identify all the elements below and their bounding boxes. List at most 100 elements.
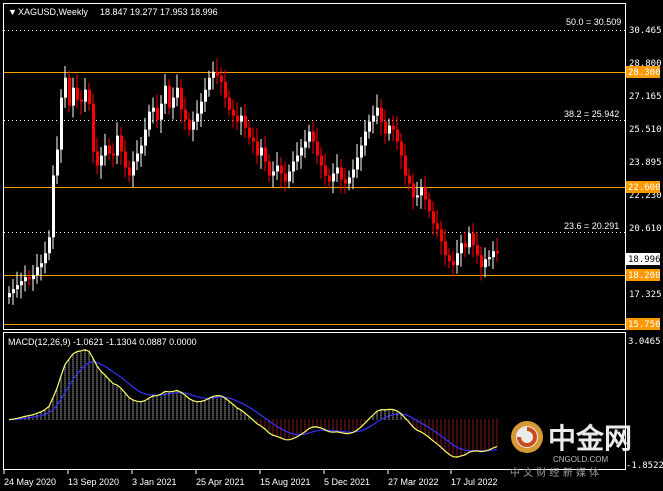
candle-body	[288, 171, 291, 182]
candle-body	[384, 121, 387, 134]
price-candles	[8, 58, 499, 305]
candle-body	[440, 229, 443, 242]
candle-body	[464, 243, 467, 248]
candle-body	[188, 119, 191, 130]
price-tick: 20.610	[629, 224, 662, 234]
candle-body	[460, 243, 463, 254]
chart-menu-icon[interactable]: ▼	[8, 7, 17, 17]
candle-body	[152, 107, 155, 112]
price-tick: 30.465	[629, 26, 662, 36]
level-tag-22600	[626, 181, 660, 193]
price-tick: 17.325	[629, 290, 662, 300]
level-tag-18200	[626, 269, 660, 281]
candle-body	[116, 135, 119, 156]
candle-body	[364, 131, 367, 146]
candle-body	[28, 277, 31, 280]
time-tick: 3 Jan 2021	[132, 477, 177, 487]
candle-body	[260, 147, 263, 156]
candle-body	[388, 125, 391, 134]
level-lines	[4, 72, 625, 325]
candle-body	[24, 277, 27, 282]
candle-body	[332, 173, 335, 182]
level-tag-28300	[626, 66, 660, 78]
candle-body	[416, 195, 419, 198]
candle-body	[360, 145, 363, 158]
candle-body	[112, 153, 115, 156]
fib-label-50: 50.0 = 30.509	[566, 17, 621, 27]
candle-body	[144, 129, 147, 146]
candle-body	[376, 107, 379, 116]
candle-body	[368, 121, 371, 132]
macd-label: MACD(12,26,9) -1.0621 -1.1304 0.0887 0.0…	[8, 337, 197, 347]
macd-pane-frame	[3, 332, 626, 470]
price-tick: 22.230	[629, 191, 662, 201]
candle-body	[72, 87, 75, 106]
candle-body	[208, 77, 211, 90]
candle-body	[408, 175, 411, 184]
candle-body	[220, 75, 223, 82]
time-tick: 15 Aug 2021	[260, 477, 311, 487]
candle-body	[452, 261, 455, 266]
candle-body	[252, 137, 255, 142]
fib-label-236: 23.6 = 20.291	[564, 221, 619, 231]
candle-body	[372, 115, 375, 122]
macd-axis-bottom: -1.8522	[626, 461, 663, 471]
candle-body	[124, 151, 127, 168]
watermark-tagline: 中 文 财 经 新 媒 体	[510, 466, 599, 479]
candle-body	[212, 71, 215, 78]
candle-body	[264, 147, 267, 162]
price-tick: 28.800	[629, 59, 662, 69]
candle-body	[396, 129, 399, 142]
candle-body	[156, 107, 159, 120]
candle-body	[492, 251, 495, 258]
candle-body	[344, 179, 347, 184]
candle-body	[424, 187, 427, 200]
candle-body	[44, 253, 47, 264]
level-tag-18200-text: 18.200	[628, 271, 661, 281]
candle-body	[496, 251, 499, 254]
candle-body	[236, 115, 239, 122]
level-tag-28300-text: 28.300	[628, 68, 661, 78]
candle-body	[320, 155, 323, 166]
candle-body	[316, 141, 319, 156]
candle-body	[356, 157, 359, 170]
candle-body	[240, 115, 243, 122]
candle-body	[232, 109, 235, 116]
price-axis: 30.465 28.800 27.165 25.510 23.895 22.23…	[629, 26, 662, 300]
candle-body	[68, 77, 71, 106]
candle-body	[104, 145, 107, 156]
candle-body	[168, 85, 171, 108]
candle-body	[248, 127, 251, 138]
candle-body	[132, 161, 135, 176]
cngold-watermark: 中金网 CNGOLD.COM 中 文 财 经 新 媒 体	[510, 421, 632, 479]
candle-body	[192, 121, 195, 130]
fib-label-382: 38.2 = 25.942	[564, 109, 619, 119]
candle-body	[476, 245, 479, 256]
candle-body	[128, 167, 131, 176]
candle-body	[120, 135, 123, 152]
candle-body	[204, 89, 207, 102]
candle-body	[268, 161, 271, 176]
candle-body	[200, 101, 203, 114]
time-tick: 27 Mar 2022	[388, 477, 439, 487]
candle-body	[148, 111, 151, 130]
main-chart-frame	[3, 3, 626, 330]
fib-lines	[4, 30, 625, 233]
candle-body	[228, 97, 231, 110]
level-tag-22600-text: 22.600	[628, 183, 661, 193]
candle-body	[276, 165, 279, 172]
time-tick: 25 Apr 2021	[196, 477, 245, 487]
candle-body	[444, 241, 447, 256]
candle-body	[300, 147, 303, 156]
candle-body	[16, 285, 19, 290]
candle-body	[84, 89, 87, 102]
candle-body	[176, 87, 179, 98]
candle-body	[8, 293, 11, 298]
candle-body	[480, 255, 483, 268]
candle-body	[448, 255, 451, 262]
candle-body	[160, 103, 163, 120]
candle-body	[52, 175, 55, 238]
candle-body	[216, 71, 219, 76]
candle-body	[472, 233, 475, 246]
